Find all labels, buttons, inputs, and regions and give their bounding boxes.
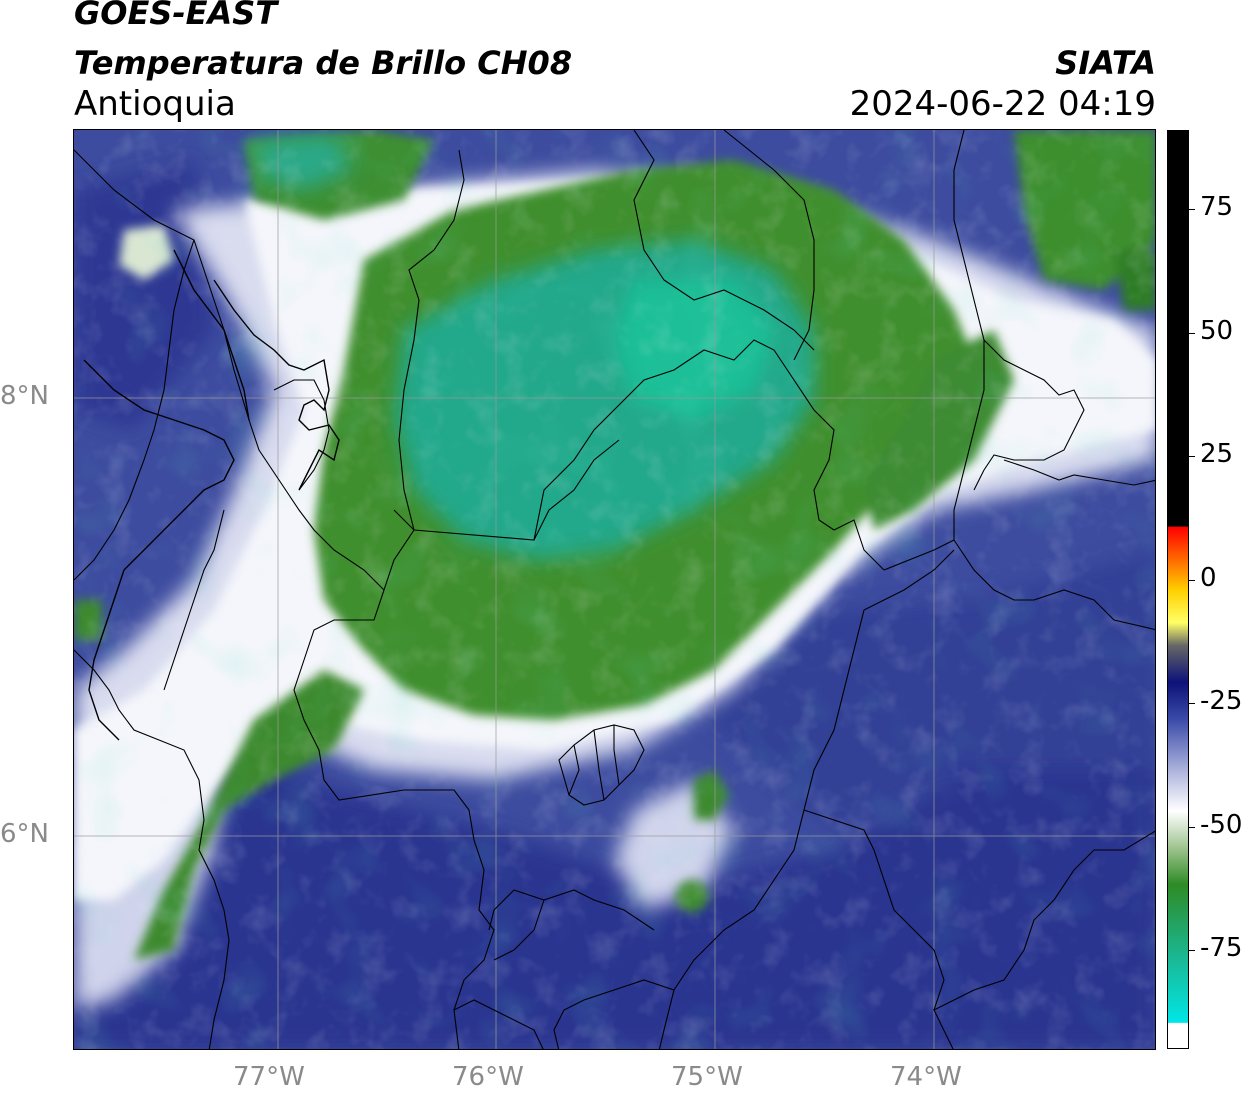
colorbar-tick-label: 0 xyxy=(1200,562,1217,593)
colorbar-tick-label: 25 xyxy=(1200,439,1234,470)
graticule xyxy=(74,130,1155,1049)
title-region: Antioquia xyxy=(74,84,236,124)
colorbar-tick-label: 75 xyxy=(1200,192,1234,223)
colorbar-gradient xyxy=(1168,131,1188,1048)
title-satellite: GOES-EAST xyxy=(74,0,278,32)
colorbar-tick-mark xyxy=(1189,826,1195,828)
colorbar-tick-label: 50 xyxy=(1200,315,1234,346)
title-timestamp: 2024-06-22 04:19 xyxy=(849,84,1156,124)
colorbar-tick-mark xyxy=(1189,456,1195,458)
lat-tick-6n: 6°N xyxy=(0,819,49,849)
colorbar-tick-label: -25 xyxy=(1200,686,1243,717)
title-product: Temperatura de Brillo CH08 xyxy=(74,44,573,82)
lon-tick-75w: 75°W xyxy=(671,1062,743,1092)
colorbar-tick-mark xyxy=(1189,950,1195,952)
admin-boundaries xyxy=(74,130,1155,1049)
lat-tick-8n: 8°N xyxy=(0,381,49,411)
colorbar-tick-label: -50 xyxy=(1200,809,1243,840)
lon-tick-77w: 77°W xyxy=(233,1062,305,1092)
coastlines xyxy=(83,249,340,741)
green-texture xyxy=(74,130,1155,1049)
colorbar-tick-mark xyxy=(1189,703,1195,705)
colorbar xyxy=(1167,130,1189,1049)
title-organization: SIATA xyxy=(1055,44,1156,82)
brightness-temperature-field xyxy=(74,130,1155,1049)
colorbar-tick-label: -75 xyxy=(1200,933,1243,964)
colorbar-tick-mark xyxy=(1189,332,1195,334)
lon-tick-76w: 76°W xyxy=(452,1062,524,1092)
colorbar-tick-mark xyxy=(1189,579,1195,581)
colorbar-tick-mark xyxy=(1189,209,1195,211)
satellite-map xyxy=(73,129,1156,1050)
lon-tick-74w: 74°W xyxy=(890,1062,962,1092)
